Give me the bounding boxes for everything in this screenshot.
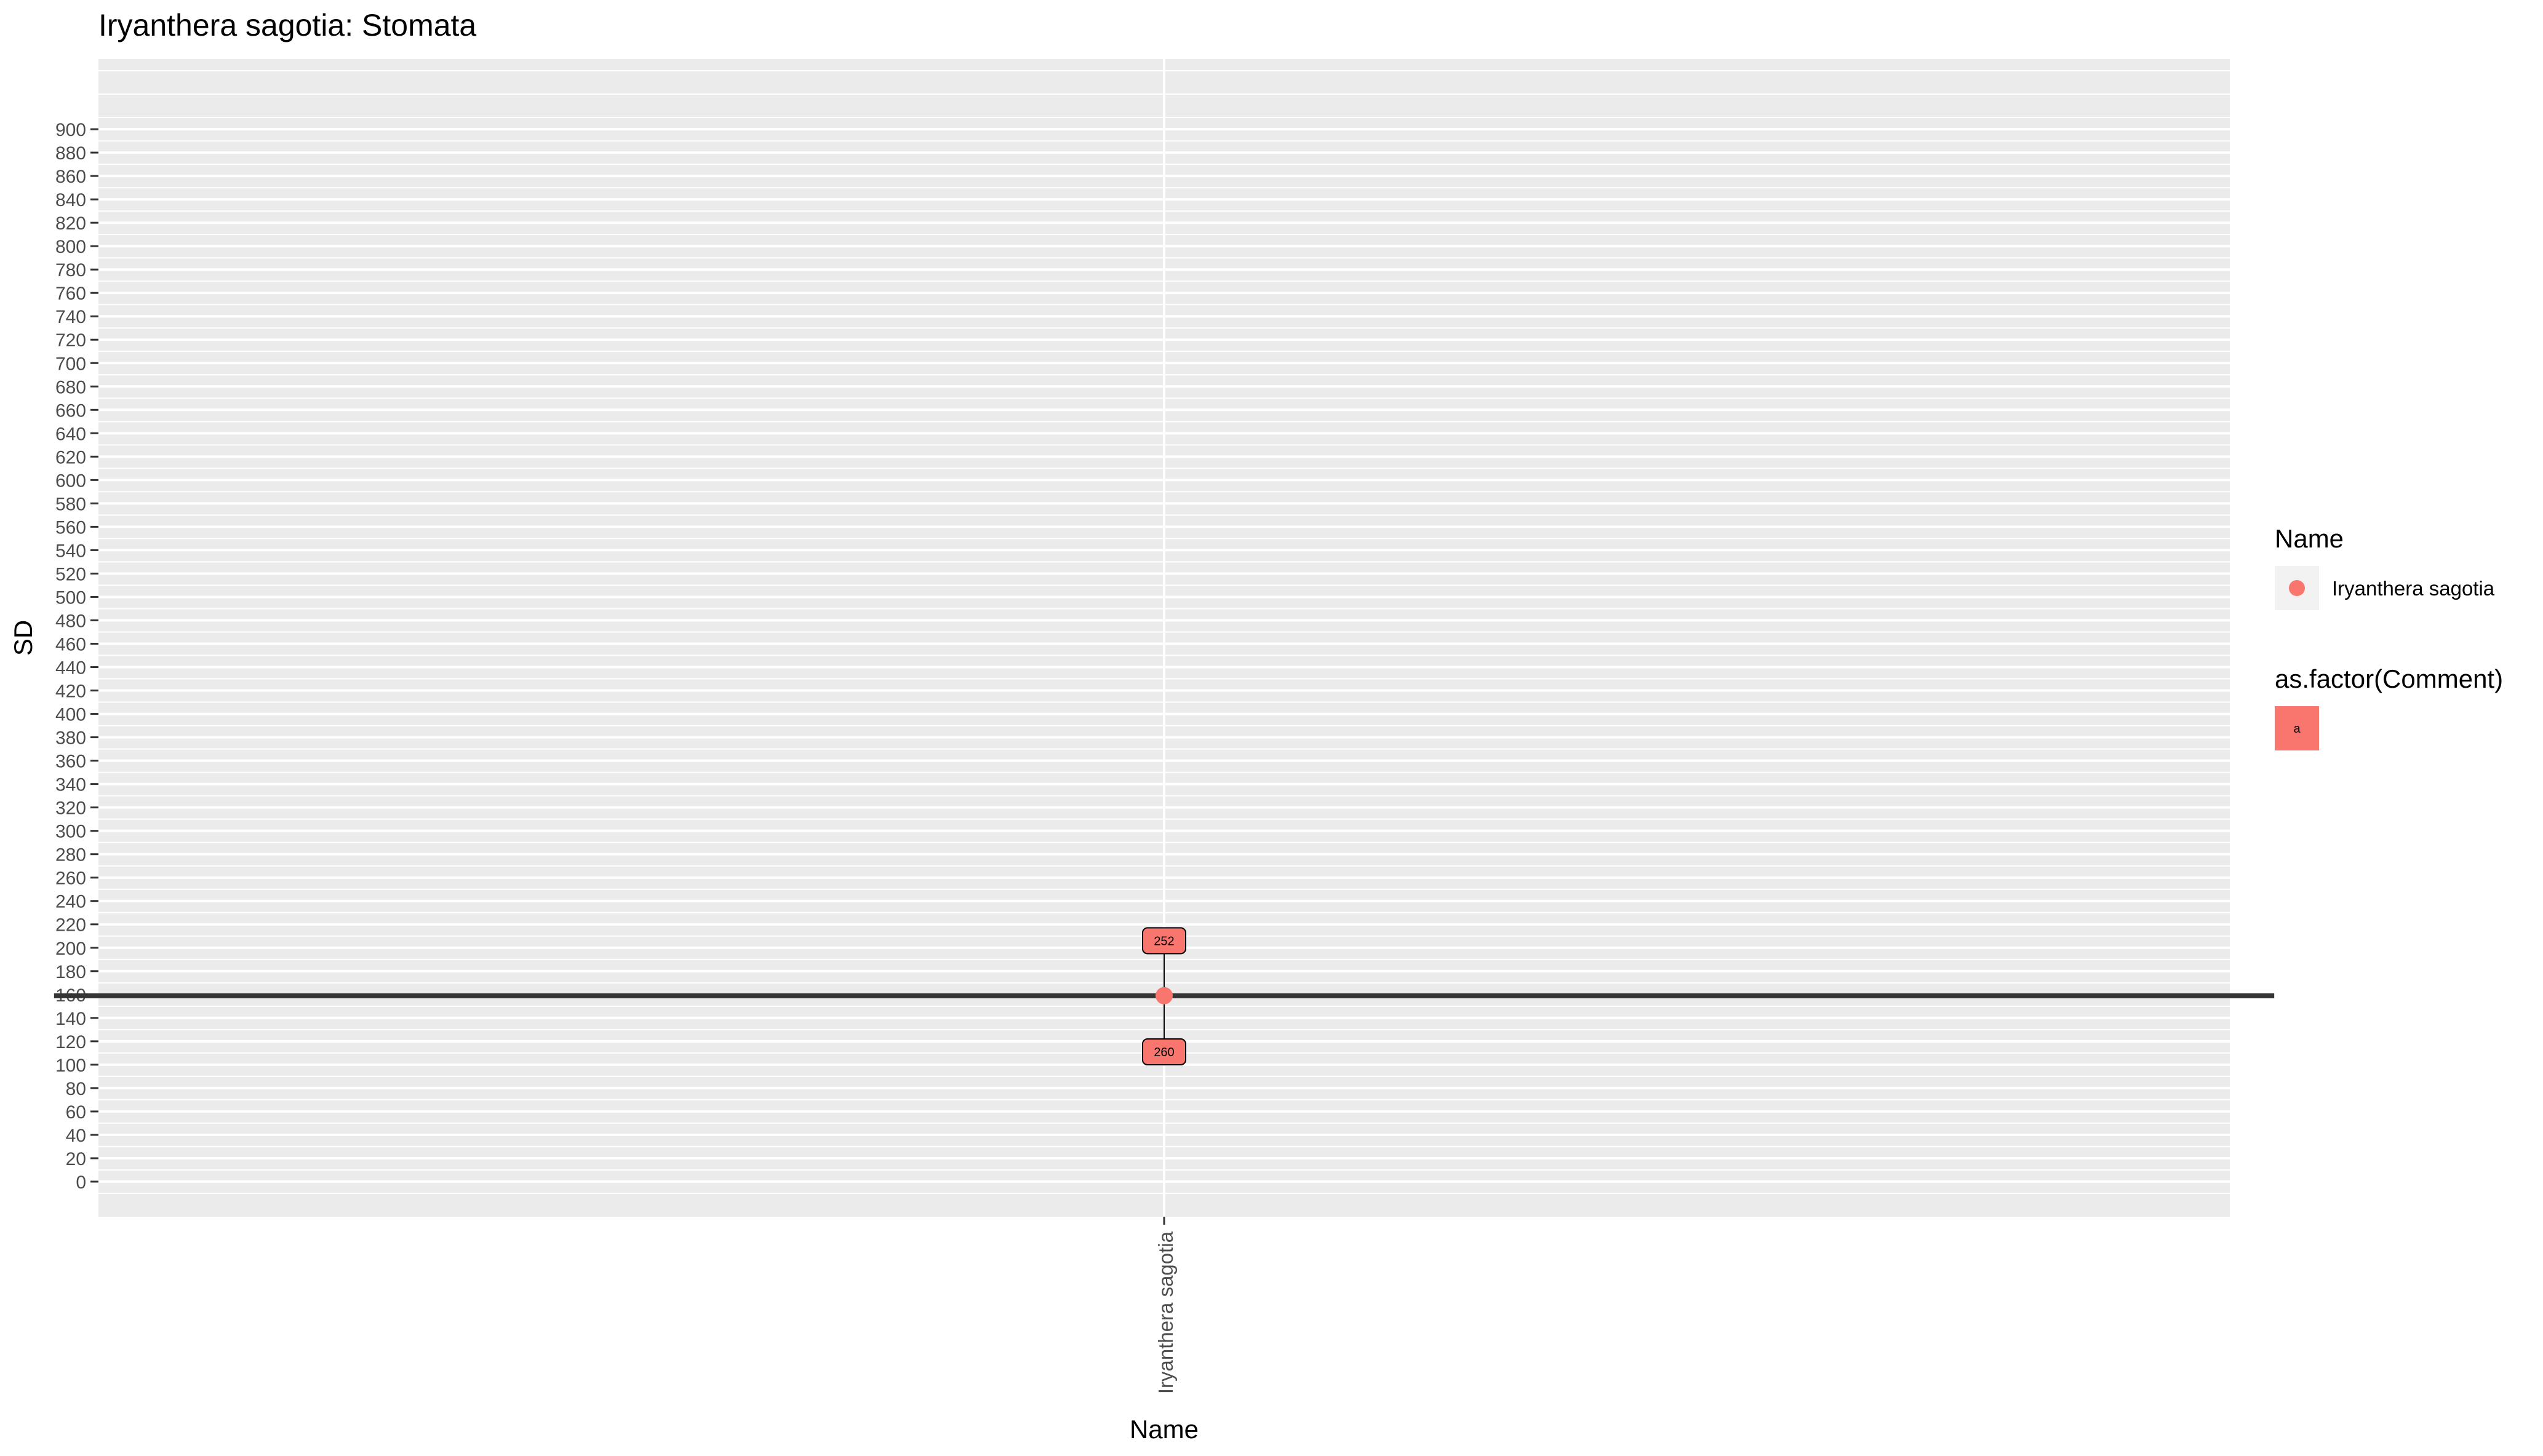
y-tick-label: 640 — [55, 424, 86, 444]
y-tick-label: 420 — [55, 682, 86, 702]
y-tick-label: 40 — [66, 1126, 86, 1146]
y-tick-label: 880 — [55, 143, 86, 164]
y-tick-label: 500 — [55, 587, 86, 608]
y-tick-label: 80 — [66, 1079, 86, 1099]
x-tick-label: Iryanthera sagotia — [1154, 1231, 1177, 1394]
legend: Name Iryanthera sagotia as.factor(Commen… — [2275, 524, 2503, 750]
y-tick-label: 760 — [55, 284, 86, 304]
y-tick-label: 540 — [55, 541, 86, 561]
y-tick-label: 460 — [55, 635, 86, 655]
legend-title-comment: as.factor(Comment) — [2275, 664, 2503, 693]
y-tick-label: 840 — [55, 190, 86, 210]
y-tick-label: 200 — [55, 939, 86, 959]
y-tick-label: 180 — [55, 962, 86, 982]
y-tick-label: 800 — [55, 237, 86, 257]
legend-title-name: Name — [2275, 524, 2344, 553]
y-tick-label: 400 — [55, 705, 86, 725]
legend-label-comment: a — [2293, 722, 2301, 736]
y-axis-label: SD — [9, 620, 38, 656]
y-tick-label: 740 — [55, 307, 86, 327]
y-tick-label: 700 — [55, 354, 86, 374]
label-box — [1142, 927, 1186, 955]
legend-point-key — [2289, 580, 2305, 596]
y-tick-label: 480 — [55, 611, 86, 631]
y-tick-label: 60 — [66, 1102, 86, 1123]
y-tick-label: 380 — [55, 728, 86, 749]
y-tick-label: 320 — [55, 798, 86, 819]
x-axis: Iryanthera sagotia — [1154, 1217, 1177, 1394]
y-tick-label: 120 — [55, 1032, 86, 1052]
x-axis-label: Name — [1130, 1415, 1199, 1444]
y-tick-label: 0 — [76, 1172, 86, 1193]
y-tick-label: 860 — [55, 167, 86, 187]
data-marks: 252 260 — [54, 927, 2275, 1065]
y-tick-label: 600 — [55, 471, 86, 491]
y-tick-label: 260 — [55, 869, 86, 889]
label-box-text: 252 — [1154, 934, 1174, 948]
y-tick-label: 300 — [55, 822, 86, 842]
y-tick-label: 440 — [55, 658, 86, 678]
label-box — [1142, 1038, 1186, 1065]
y-tick-label: 780 — [55, 260, 86, 280]
y-tick-label: 720 — [55, 330, 86, 351]
y-tick-label: 220 — [55, 915, 86, 936]
y-tick-label: 620 — [55, 447, 86, 467]
y-tick-label: 100 — [55, 1056, 86, 1076]
legend-key-comment — [2275, 706, 2319, 750]
y-tick-label: 140 — [55, 1009, 86, 1029]
y-tick-label: 20 — [66, 1149, 86, 1169]
y-tick-label: 680 — [55, 377, 86, 397]
y-tick-label: 560 — [55, 517, 86, 538]
y-tick-label: 660 — [55, 400, 86, 421]
y-tick-label: 520 — [55, 564, 86, 584]
label-box-text: 260 — [1154, 1046, 1174, 1059]
chart-title: Iryanthera sagotia: Stomata — [98, 8, 476, 42]
data-point — [1156, 987, 1173, 1004]
y-tick-label: 580 — [55, 494, 86, 514]
y-tick-label: 240 — [55, 892, 86, 912]
y-tick-label: 900 — [55, 120, 86, 140]
y-tick-label: 360 — [55, 752, 86, 772]
y-tick-label: 340 — [55, 775, 86, 795]
y-axis-ticks: 0204060801001201401601802002202402602803… — [55, 120, 98, 1193]
legend-label-name: Iryanthera sagotia — [2332, 577, 2495, 600]
y-tick-label: 820 — [55, 213, 86, 234]
y-tick-label: 280 — [55, 845, 86, 865]
